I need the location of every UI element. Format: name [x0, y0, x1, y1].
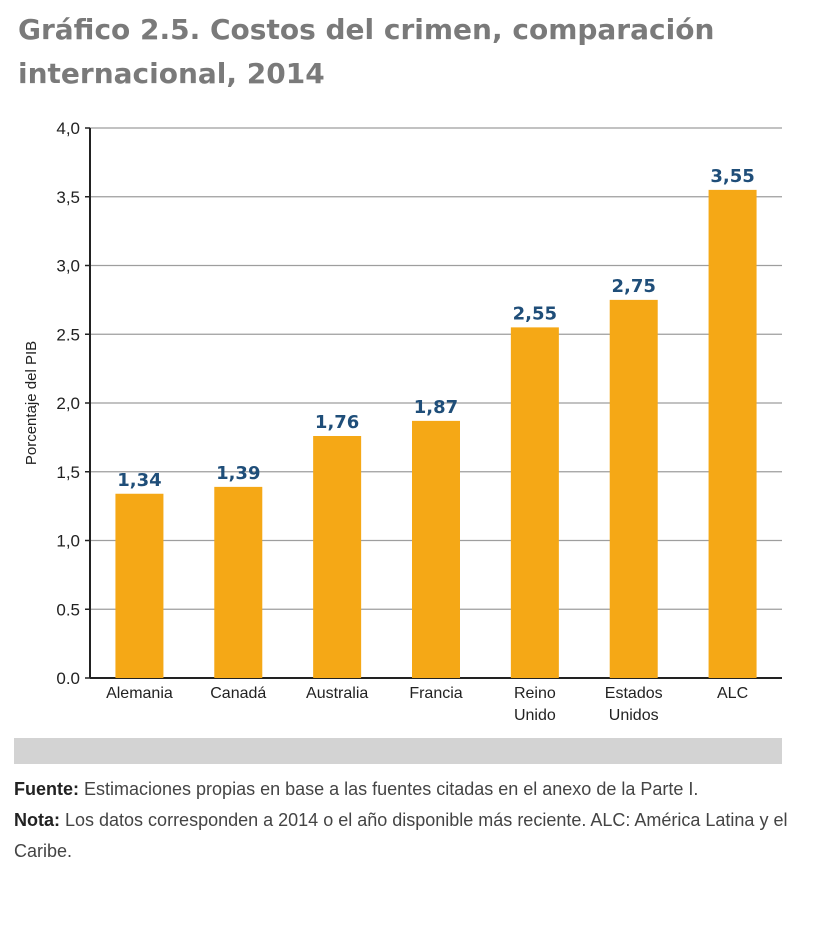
- separator-band: [14, 738, 782, 764]
- chart-title: Gráfico 2.5. Costos del crimen, comparac…: [18, 13, 715, 90]
- bar-chart: 0.0 0.5 1,0 1,5 2,0 2.5 3,0 3,5 4,0 Porcentaje de…: [23, 119, 782, 724]
- x-tick-label: Estados Unidos: [605, 685, 663, 724]
- x-tick-label-line: ALC: [717, 685, 748, 702]
- bar: [412, 420, 460, 678]
- x-tick-label-line: Canadá: [210, 685, 266, 702]
- y-tick-label: 3,0: [56, 257, 80, 276]
- bar: [214, 486, 263, 678]
- y-tick-label: 4,0: [56, 119, 80, 138]
- y-tick-label: 3,5: [56, 188, 80, 207]
- y-tick-label: 2,0: [56, 394, 80, 413]
- bar-value-label: 2,75: [612, 276, 656, 297]
- bar-value-label: 1,39: [216, 463, 260, 484]
- x-tick-label-line: Alemania: [106, 685, 173, 702]
- chart-notes: Fuente: Estimaciones propias en base a l…: [14, 774, 794, 867]
- y-tick-label: 1,5: [56, 463, 80, 482]
- bar: [313, 436, 362, 678]
- x-tick-label-line: Francia: [409, 685, 462, 702]
- y-tick-label: 0.5: [56, 600, 80, 619]
- bar-value-label: 3,55: [710, 166, 754, 187]
- bar: [115, 493, 164, 678]
- x-tick-label: Australia: [306, 685, 368, 702]
- x-tick-label: Alemania: [106, 685, 173, 702]
- y-tick-label: 1,0: [56, 532, 80, 551]
- note-label: Nota:: [14, 810, 60, 830]
- bar: [510, 327, 559, 678]
- x-tick-label-line: Unidos: [609, 707, 659, 724]
- bar-value-label: 2,55: [513, 303, 557, 324]
- bar: [609, 299, 658, 678]
- y-tick-label: 0.0: [56, 669, 80, 688]
- bar-value-label: 1,76: [315, 412, 359, 433]
- footnote: Nota: Los datos corresponden a 2014 o el…: [14, 805, 794, 867]
- x-tick-label-line: Estados: [605, 685, 663, 702]
- source-note: Fuente: Estimaciones propias en base a l…: [14, 774, 794, 805]
- x-tick-label: Reino Unido: [514, 685, 556, 724]
- y-axis-label: Porcentaje del PIB: [23, 341, 40, 465]
- x-tick-label: Francia: [409, 685, 462, 702]
- note-text: Los datos corresponden a 2014 o el año d…: [14, 810, 788, 861]
- source-text: Estimaciones propias en base a las fuent…: [79, 779, 699, 799]
- x-tick-label-line: Australia: [306, 685, 368, 702]
- x-tick-label-line: Unido: [514, 707, 556, 724]
- source-label: Fuente:: [14, 779, 79, 799]
- bar: [708, 189, 757, 678]
- x-tick-label: Canadá: [210, 685, 266, 702]
- x-tick-label: ALC: [717, 685, 748, 702]
- bar-value-label: 1,87: [414, 397, 458, 418]
- bar-value-label: 1,34: [117, 470, 161, 491]
- y-tick-label: 2.5: [56, 325, 80, 344]
- x-tick-label-line: Reino: [514, 685, 556, 702]
